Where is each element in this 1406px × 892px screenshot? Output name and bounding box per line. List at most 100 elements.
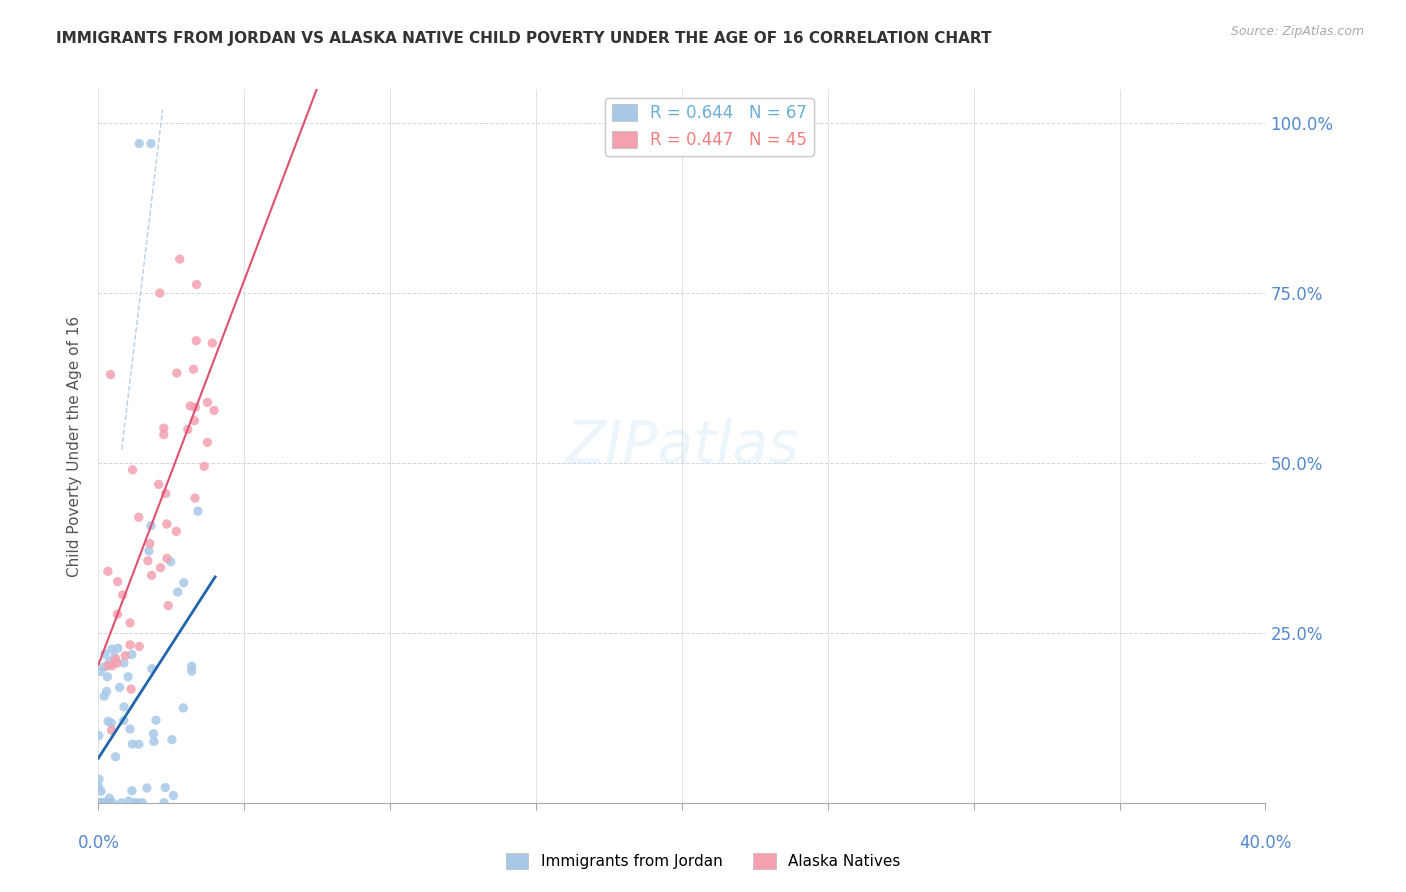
Point	[94, 647, 117, 661]
Point	[149, 286, 172, 301]
Point	[139, 536, 162, 550]
Point	[166, 585, 188, 599]
Point	[100, 642, 122, 657]
Point	[172, 701, 194, 715]
Point	[142, 727, 165, 741]
Point	[169, 252, 191, 266]
Point	[139, 518, 162, 533]
Point	[142, 734, 165, 748]
Point	[138, 544, 160, 558]
Point	[110, 796, 132, 810]
Legend: Immigrants from Jordan, Alaska Natives: Immigrants from Jordan, Alaska Natives	[499, 847, 907, 875]
Point	[184, 491, 207, 505]
Point	[197, 435, 219, 450]
Point	[145, 713, 167, 727]
Point	[193, 459, 215, 474]
Point	[201, 336, 224, 351]
Point	[87, 729, 110, 743]
Point	[156, 516, 179, 531]
Point	[149, 560, 172, 574]
Point	[101, 658, 124, 673]
Point	[101, 796, 124, 810]
Point	[90, 796, 112, 810]
Point	[162, 789, 184, 803]
Point	[112, 656, 135, 670]
Point	[179, 399, 201, 413]
Point	[98, 796, 121, 810]
Point	[90, 784, 112, 798]
Point	[104, 749, 127, 764]
Point	[187, 504, 209, 518]
Point	[90, 665, 112, 679]
Point	[87, 772, 110, 787]
Point	[186, 277, 208, 292]
Text: 0.0%: 0.0%	[77, 834, 120, 852]
Point	[107, 641, 129, 656]
Point	[100, 368, 122, 382]
Point	[93, 660, 115, 674]
Point	[107, 607, 129, 622]
Point	[184, 401, 207, 415]
Point	[96, 684, 118, 698]
Point	[87, 796, 110, 810]
Point	[183, 414, 205, 428]
Point	[156, 551, 179, 566]
Point	[177, 422, 200, 436]
Point	[136, 554, 159, 568]
Point	[141, 568, 163, 582]
Point	[121, 784, 143, 798]
Point	[118, 615, 141, 630]
Point	[128, 136, 150, 151]
Point	[157, 599, 180, 613]
Point	[153, 427, 176, 442]
Point	[202, 403, 225, 417]
Point	[160, 732, 183, 747]
Point	[166, 366, 188, 380]
Point	[112, 714, 135, 728]
Point	[128, 737, 150, 751]
Point	[107, 574, 129, 589]
Point	[124, 796, 146, 810]
Point	[120, 638, 142, 652]
Point	[93, 796, 115, 810]
Point	[98, 796, 121, 810]
Point	[159, 555, 181, 569]
Point	[165, 524, 187, 539]
Point	[93, 689, 115, 703]
Point	[97, 796, 120, 810]
Point	[155, 486, 177, 500]
Point	[128, 640, 150, 654]
Point	[186, 334, 208, 348]
Point	[87, 780, 110, 794]
Point	[135, 780, 157, 795]
Point	[105, 656, 128, 670]
Point	[180, 664, 202, 678]
Point	[112, 699, 135, 714]
Text: IMMIGRANTS FROM JORDAN VS ALASKA NATIVE CHILD POVERTY UNDER THE AGE OF 16 CORREL: IMMIGRANTS FROM JORDAN VS ALASKA NATIVE …	[56, 31, 991, 46]
Point	[173, 575, 195, 590]
Point	[100, 716, 122, 731]
Text: Source: ZipAtlas.com: Source: ZipAtlas.com	[1230, 25, 1364, 38]
Point	[104, 650, 127, 665]
Point	[111, 588, 134, 602]
Point	[128, 510, 150, 524]
Point	[180, 659, 202, 673]
Y-axis label: Child Poverty Under the Age of 16: Child Poverty Under the Age of 16	[67, 316, 83, 576]
Point	[121, 648, 143, 662]
Point	[94, 796, 117, 810]
Point	[197, 395, 219, 409]
Point	[139, 136, 162, 151]
Point	[87, 796, 110, 810]
Point	[117, 670, 139, 684]
Point	[155, 780, 177, 795]
Point	[152, 421, 174, 435]
Point	[118, 794, 141, 808]
Point	[114, 648, 136, 663]
Point	[98, 654, 121, 668]
Point	[141, 662, 163, 676]
Point	[120, 682, 142, 697]
Point	[127, 796, 149, 810]
Point	[153, 796, 176, 810]
Point	[100, 723, 122, 738]
Point	[98, 791, 121, 805]
